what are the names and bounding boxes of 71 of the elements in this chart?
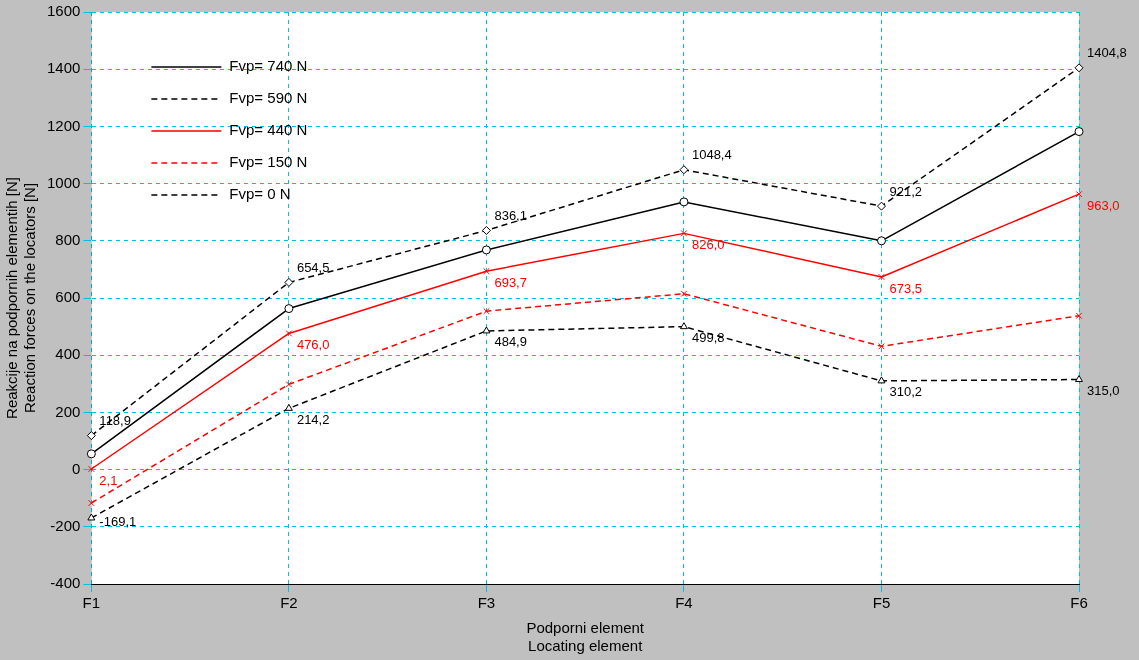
data-label: 836,1 <box>494 208 527 224</box>
y-tick-label: -400 <box>50 574 81 592</box>
point <box>878 343 885 350</box>
data-label: 476,0 <box>296 337 330 353</box>
point <box>483 267 490 275</box>
point <box>285 330 293 337</box>
x-tick-label: F3 <box>477 594 496 612</box>
data-label: 2,1 <box>99 472 118 488</box>
legend-label: Fvp= 590 N <box>229 89 308 107</box>
x-tick-label: F4 <box>675 594 693 612</box>
point <box>679 165 689 175</box>
data-label: 654,5 <box>296 259 330 275</box>
y-tick-label: 600 <box>55 288 81 306</box>
point <box>481 225 491 235</box>
x-tick-label: F1 <box>82 594 101 612</box>
data-label: 1048,4 <box>691 147 732 163</box>
point <box>1075 375 1083 383</box>
point <box>876 201 886 211</box>
data-label: 673,5 <box>889 280 923 296</box>
data-label: 315,0 <box>1087 383 1120 399</box>
legend-label: Fvp= 0 N <box>229 185 291 203</box>
point <box>878 273 885 281</box>
data-label: 499,8 <box>691 330 725 346</box>
y-tick-label: 1000 <box>46 173 81 191</box>
point <box>876 236 886 246</box>
point <box>284 304 294 314</box>
point <box>1074 127 1084 137</box>
point <box>679 322 688 330</box>
x-tick-label: F2 <box>280 594 298 612</box>
x-tick-label: F6 <box>1070 594 1088 612</box>
point <box>877 376 886 384</box>
y-tick-label: 800 <box>55 230 81 248</box>
y-tick-label: 1200 <box>46 116 81 134</box>
point <box>679 197 689 207</box>
point <box>1075 312 1083 320</box>
y-tick-label: -200 <box>50 516 81 534</box>
point <box>86 449 96 459</box>
data-label: 118,9 <box>99 413 131 429</box>
point <box>1075 190 1083 198</box>
point <box>86 431 96 441</box>
legend-label: Fvp= 150 N <box>229 153 308 171</box>
data-label: -169,1 <box>99 513 137 529</box>
y-tick-label: 400 <box>55 345 81 363</box>
y-tick-label: 1600 <box>46 2 81 20</box>
legend-label: Fvp= 440 N <box>229 121 308 139</box>
data-label: 921,2 <box>889 183 923 199</box>
point <box>285 381 293 388</box>
x-tick-label: F5 <box>872 594 891 612</box>
data-label: 214,2 <box>296 411 330 427</box>
y-tick-label: 200 <box>55 402 81 420</box>
point <box>481 245 491 255</box>
point <box>284 277 294 287</box>
x-axis-title: Podporni element Locating element <box>526 619 645 655</box>
legend-label: Fvp= 740 N <box>229 57 308 75</box>
point <box>482 326 491 334</box>
point <box>1074 63 1084 73</box>
data-label: 484,9 <box>494 334 527 350</box>
point <box>680 230 688 237</box>
point <box>483 307 490 315</box>
y-tick-label: 0 <box>72 459 81 477</box>
point <box>680 290 688 298</box>
data-label: 693,7 <box>494 274 527 290</box>
point <box>284 403 293 411</box>
data-label: 963,0 <box>1087 197 1120 213</box>
y-tick-label: 1400 <box>46 59 81 77</box>
data-label: 310,2 <box>889 384 923 400</box>
data-label: 826,0 <box>691 236 725 252</box>
data-label: 1404,8 <box>1087 45 1127 61</box>
point <box>88 465 95 473</box>
point <box>88 499 95 507</box>
y-axis-title: Reakcije na podpornih elementih [N] Reaction forces on the locators [N] <box>3 177 39 419</box>
